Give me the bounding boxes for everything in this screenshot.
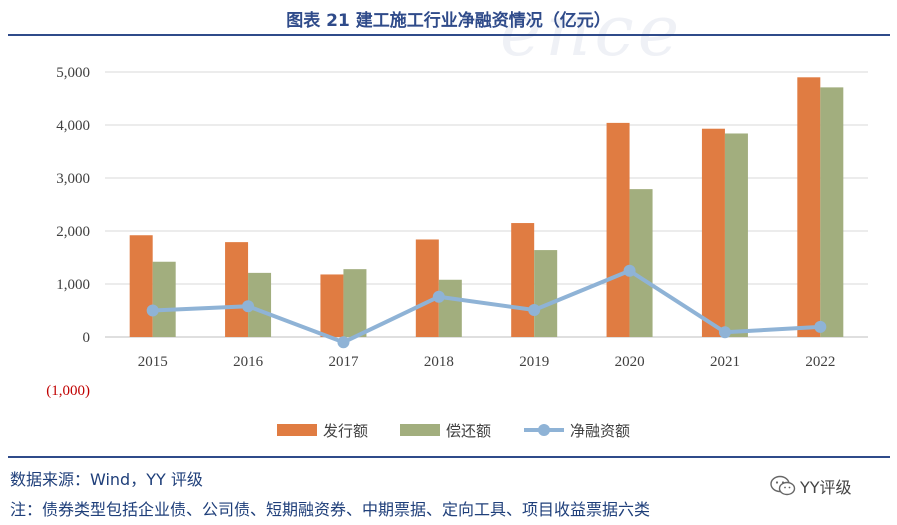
bar-repayment-2018: [438, 279, 462, 337]
bar-repayment-2022: [820, 87, 844, 338]
bar-issuance-2017: [320, 274, 344, 337]
brand-label: YY评级: [800, 478, 852, 497]
bar-repayment-2016: [248, 272, 272, 337]
x-tick-label: 2018: [424, 354, 454, 370]
bar-issuance-2018: [415, 239, 439, 337]
bar-issuance-2022: [797, 77, 821, 338]
net-financing-line: [146, 264, 827, 349]
net-financing-point-2015: [146, 304, 159, 317]
bar-repayment-2020: [629, 189, 653, 337]
net-financing-point-2016: [242, 300, 255, 313]
net-financing-point-2017: [337, 336, 350, 349]
bar-issuance-2015: [129, 235, 153, 337]
brand-badge: YY评级: [770, 474, 852, 498]
x-tick-label: 2017: [328, 354, 359, 370]
legend-line-marker: [538, 424, 550, 436]
y-tick-label: 3,000: [56, 171, 90, 187]
net-financing-point-2022: [814, 320, 827, 333]
legend-label: 净融资额: [570, 422, 630, 440]
y-tick-label: 1,000: [56, 277, 90, 293]
x-tick-label: 2019: [519, 354, 549, 370]
x-tick-label: 2022: [805, 354, 835, 370]
title-rule: [8, 34, 890, 36]
bar-issuance-2019: [511, 223, 535, 337]
footnote: 注：债券类型包括企业债、公司债、短期融资券、中期票据、定向工具、项目收益票据六类: [10, 500, 651, 519]
bar-repayment-2017: [343, 269, 367, 337]
bar-repayment-2021: [724, 133, 748, 337]
bar-issuance-2020: [606, 122, 630, 337]
net-financing-point-2019: [528, 303, 541, 316]
gridlines: [105, 71, 868, 338]
net-financing-point-2020: [623, 264, 636, 277]
source-note: 数据来源：Wind，YY 评级: [10, 470, 203, 489]
y-tick-label: 2,000: [56, 224, 90, 240]
bars: [129, 77, 844, 338]
legend-swatch: [277, 424, 317, 436]
x-tick-label: 2016: [233, 354, 264, 370]
legend-label: 发行额: [323, 422, 368, 440]
bar-repayment-2019: [534, 250, 558, 337]
bar-issuance-2016: [225, 242, 249, 337]
x-axis-ticks: 2015 2016 2017 2018 2019 2020 2021 2022: [138, 354, 836, 370]
net-financing-path: [152, 268, 821, 345]
y-tick-label: 0: [83, 330, 91, 346]
x-tick-label: 2021: [710, 354, 740, 370]
bar-issuance-2021: [701, 128, 725, 337]
legend-label: 偿还额: [446, 422, 491, 440]
y-tick-label: 5,000: [56, 65, 90, 81]
net-financing-point-2021: [718, 326, 731, 339]
wechat-icon: [770, 475, 796, 496]
x-tick-label: 2015: [138, 354, 168, 370]
legend-swatch: [400, 424, 440, 436]
legend: 发行额 偿还额 净融资额: [277, 422, 630, 440]
bottom-rule: [8, 456, 890, 458]
y-tick-label: 4,000: [56, 118, 90, 134]
y-tick-label: (1,000): [46, 383, 90, 399]
net-financing-point-2018: [432, 290, 445, 303]
x-tick-label: 2020: [615, 354, 645, 370]
bar-repayment-2015: [152, 261, 176, 337]
watermark: ence: [500, 0, 684, 72]
chart-title: 图表 21 建工施工行业净融资情况（亿元）: [286, 11, 611, 31]
y-axis-ticks: 5,000 4,000 3,000 2,000 1,000 0 (1,000): [46, 65, 90, 399]
